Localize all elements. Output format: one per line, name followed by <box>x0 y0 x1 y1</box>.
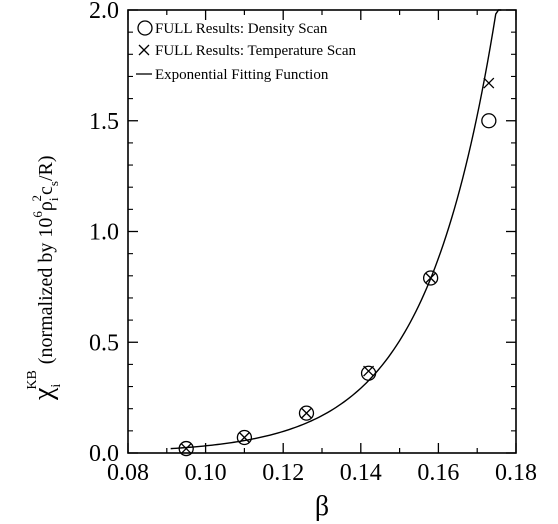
axis-ticks <box>127 9 517 454</box>
y-label-c: c <box>35 186 57 195</box>
y-label-rho-sup: 2 <box>29 195 44 202</box>
x-tick-label: 0.16 <box>417 460 459 486</box>
temperature-scan-point <box>483 77 495 89</box>
density-scan-point <box>178 440 194 457</box>
y-tick-label: 1.0 <box>89 220 119 246</box>
y-axis-label: χiKB(normalized by 106ρi2cs/R) <box>25 155 64 401</box>
y-label-sup6: 6 <box>30 211 45 218</box>
x-tick-label: 0.18 <box>495 460 537 486</box>
temperature-scan-point <box>363 365 375 377</box>
legend-label-temperature: FULL Results: Temperature Scan <box>155 43 356 59</box>
x-tick-label: 0.14 <box>340 460 382 486</box>
temperature-scan-point <box>180 443 192 455</box>
temperature-scan-point <box>238 432 250 443</box>
y-label-text: (normalized by 10 <box>35 218 57 365</box>
data-marks <box>170 9 502 457</box>
y-tick-label: 0.5 <box>89 330 119 356</box>
density-scan-point <box>298 405 315 421</box>
density-scan-point <box>236 429 253 446</box>
x-axis-label: β <box>315 491 329 522</box>
legend-x-marker <box>138 44 150 56</box>
y-label-close: /R) <box>35 155 57 181</box>
y-tick-label: 2.0 <box>89 0 119 24</box>
y-label-symbol: χ <box>28 387 59 401</box>
y-label-c-sub: s <box>46 181 61 186</box>
x-tick-label: 0.08 <box>107 460 149 486</box>
y-label-sup: KB <box>25 370 40 389</box>
legend: FULL Results: Density Scan FULL Results:… <box>136 20 356 83</box>
x-tick-label: 0.10 <box>185 460 227 486</box>
axis-tick-labels: 0.08 0.10 0.12 0.14 0.16 0.18 0.0 0.5 1.0 1.5 2.0 <box>89 0 537 486</box>
temperature-scan-point <box>301 407 312 419</box>
y-label-sub: i <box>49 384 64 388</box>
fit-curve-line <box>170 9 502 450</box>
temperature-scan-point <box>425 272 437 284</box>
legend-label-density: FULL Results: Density Scan <box>155 21 328 37</box>
density-scan-point <box>481 113 497 129</box>
density-scan-point <box>360 365 377 381</box>
y-label-rho: ρ <box>35 201 57 211</box>
legend-label-fit: Exponential Fitting Function <box>155 67 329 83</box>
y-tick-label: 1.5 <box>89 109 119 135</box>
legend-circle-marker <box>137 20 153 36</box>
density-scan-point <box>422 270 439 286</box>
y-tick-label: 0.0 <box>89 441 119 467</box>
x-tick-label: 0.12 <box>262 460 304 486</box>
svg-text:χiKB(normalized by 106ρi2cs/R): χiKB(normalized by 106ρi2cs/R) <box>25 155 64 401</box>
y-label-rho-sub: i <box>46 197 61 201</box>
